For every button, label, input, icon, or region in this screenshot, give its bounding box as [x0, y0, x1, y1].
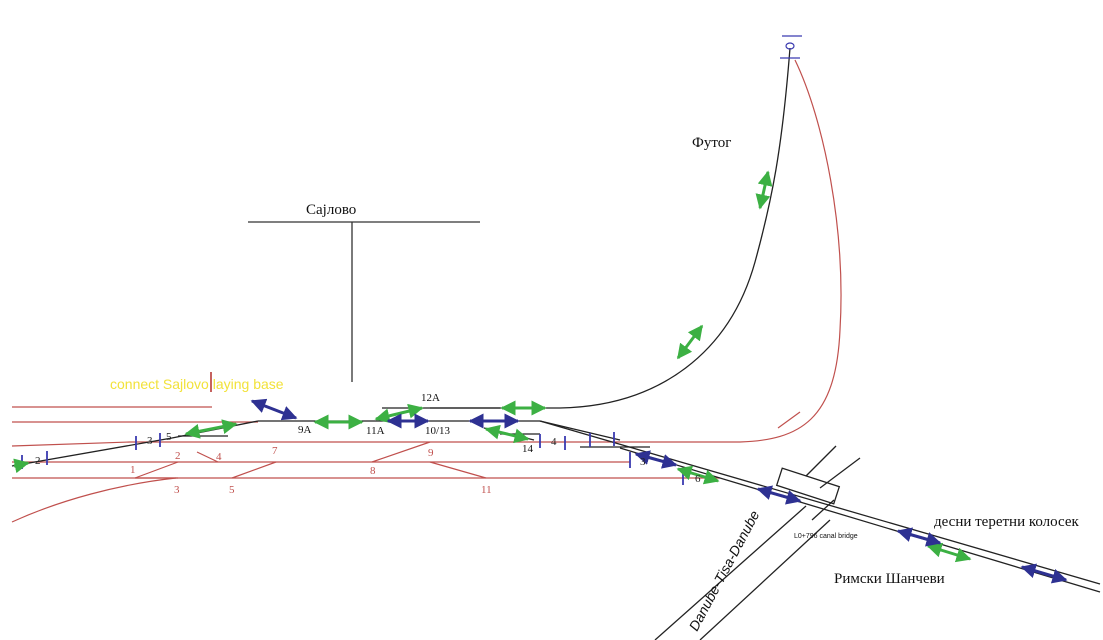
switch-2: 2: [175, 450, 181, 462]
switch-14: 14: [522, 443, 534, 455]
switch-10-13: 10/13: [425, 425, 451, 437]
track-number-2: 2: [35, 455, 41, 467]
switch-11a: 11A: [366, 425, 385, 437]
bridge-label: L0+796 canal bridge: [794, 533, 858, 540]
track-number-5: 5: [166, 431, 172, 443]
switch-7: 7: [272, 445, 278, 457]
place-label-rimski: Римски Шанчеви: [834, 571, 945, 587]
place-label-futog: Футог: [692, 135, 731, 151]
canal-label: Danube-Tisa-Danube: [686, 508, 763, 634]
switch-3: 3: [174, 484, 180, 496]
red-switch-numbers: 1 2 3 4 5 7 8 9 11: [130, 445, 492, 496]
switch-4: 4: [216, 451, 222, 463]
track-signals: [21, 432, 684, 485]
switch-numbers: 12A 9A 11A 10/13 14: [298, 392, 534, 455]
place-label-sajlovo: Сајлово: [306, 202, 356, 218]
switch-9a: 9A: [298, 424, 312, 436]
switch-8: 8: [370, 465, 376, 477]
switch-11: 11: [481, 484, 492, 496]
track-number-4: 4: [551, 436, 557, 448]
switch-9: 9: [428, 447, 434, 459]
blue-arrows: [250, 398, 1068, 584]
track-number-3: 3: [147, 435, 153, 447]
track-numbers: 2 3 5 4 3 6: [35, 431, 701, 485]
black-main-tracks: [11, 47, 1101, 640]
connect-annotation: connect Sajlovo laying base: [110, 376, 284, 392]
track-number-3b: 3: [640, 456, 646, 468]
place-label-right-freight: десни теретни колосек: [934, 514, 1080, 530]
futog-end-marker: [780, 35, 802, 59]
track-number-6: 6: [695, 473, 701, 485]
switch-5: 5: [229, 484, 235, 496]
switch-12a: 12A: [421, 392, 440, 404]
switch-1: 1: [130, 464, 136, 476]
red-yard-tracks: [11, 59, 842, 523]
sajlovo-siding: [248, 221, 480, 382]
